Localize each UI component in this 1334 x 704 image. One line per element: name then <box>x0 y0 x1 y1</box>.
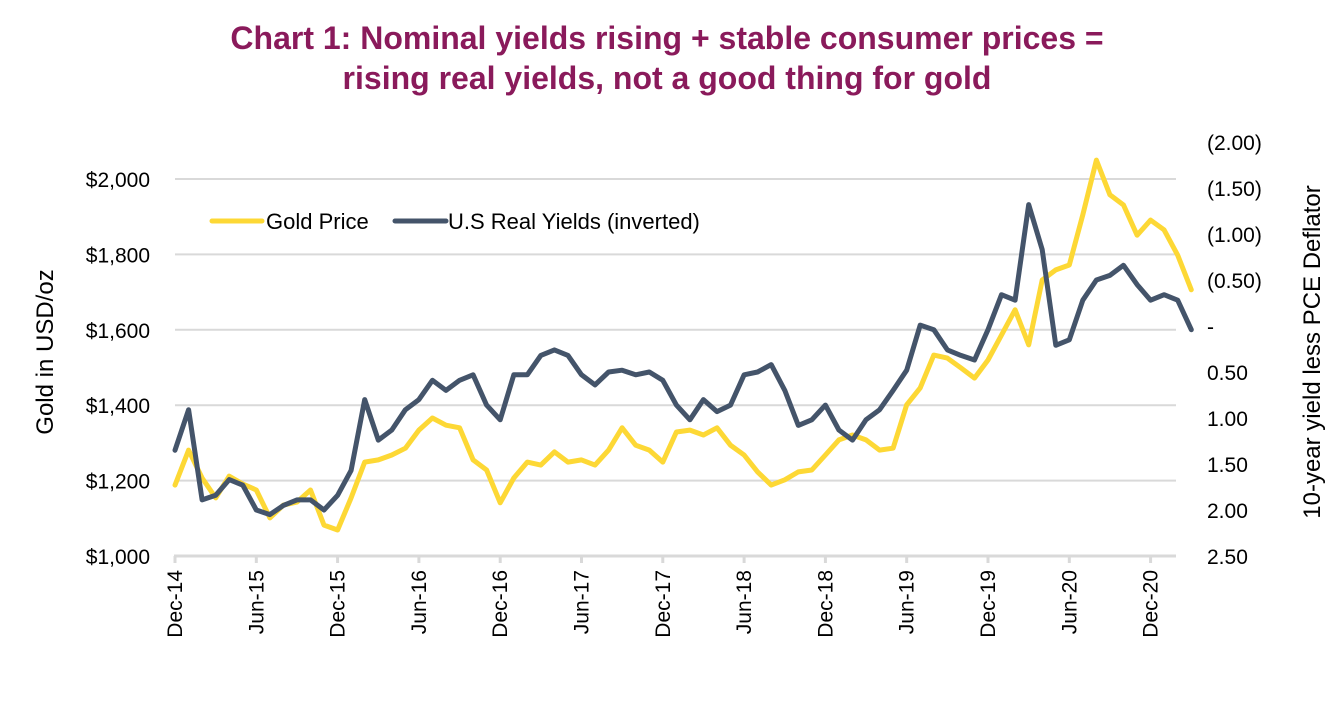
y-tick-label-right: 2.50 <box>1207 546 1248 569</box>
x-tick-label: Dec-14 <box>164 570 187 638</box>
y-tick-label-left: $1,600 <box>86 320 150 343</box>
x-tick-label: Jun-20 <box>1058 570 1081 634</box>
gridlines <box>175 178 1176 482</box>
legend-label-gold: Gold Price <box>266 209 369 234</box>
y-axis-left: $1,000 $1,200 $1,400 $1,600 $1,800 $2,000 <box>86 169 150 569</box>
series-line-real-yields <box>172 202 1194 518</box>
y-axis-right: (2.00) (1.50) (1.00) (0.50) - 0.50 1.00 1.50 2.0… <box>1207 132 1262 569</box>
legend-label-yields: U.S Real Yields (inverted) <box>448 209 700 234</box>
chart-title: Chart 1: Nominal yields rising + stable … <box>0 18 1334 98</box>
x-tick-label: Jun-16 <box>408 570 431 634</box>
y-tick-label-right: (1.00) <box>1207 224 1262 247</box>
y-axis-right-title: 10-year yield less PCE Deflator <box>1299 185 1326 518</box>
y-tick-label-right: - <box>1207 316 1214 339</box>
y-tick-label-right: (0.50) <box>1207 270 1262 293</box>
x-tick-label: Jun-19 <box>896 570 919 634</box>
y-tick-label-right: 1.00 <box>1207 408 1248 431</box>
legend: Gold Price U.S Real Yields (inverted) <box>209 209 700 234</box>
series-line-gold-price <box>172 157 1194 533</box>
x-axis: Dec-14 Jun-15 Dec-15 Jun-16 Dec-16 Jun-17 Dec-… <box>164 554 1176 638</box>
y-tick-label-right: 1.50 <box>1207 454 1248 477</box>
series-lines <box>172 157 1194 533</box>
y-tick-label-left: $1,000 <box>86 546 150 569</box>
chart-title-line-2: rising real yields, not a good thing for… <box>342 60 992 96</box>
y-tick-label-left: $1,200 <box>86 471 150 494</box>
y-tick-label-left: $2,000 <box>86 169 150 192</box>
x-tick-label: Jun-18 <box>733 570 756 634</box>
x-tick-label: Jun-15 <box>245 570 268 634</box>
x-tick-label: Dec-17 <box>652 570 675 638</box>
chart-title-line-1: Chart 1: Nominal yields rising + stable … <box>230 20 1104 56</box>
y-tick-label-right: 0.50 <box>1207 362 1248 385</box>
x-tick-label: Dec-20 <box>1140 570 1163 638</box>
y-tick-label-right: (2.00) <box>1207 132 1262 155</box>
x-tick-label: Dec-19 <box>977 570 1000 638</box>
y-axis-left-title: Gold in USD/oz <box>32 269 59 434</box>
y-tick-label-left: $1,800 <box>86 244 150 267</box>
x-tick-label: Dec-18 <box>814 570 837 638</box>
x-tick-label: Dec-15 <box>327 570 350 638</box>
y-tick-label-right: (1.50) <box>1207 178 1262 201</box>
x-tick-label: Dec-16 <box>489 570 512 638</box>
x-tick-label: Jun-17 <box>571 570 594 634</box>
y-tick-label-left: $1,400 <box>86 395 150 418</box>
y-tick-label-right: 2.00 <box>1207 500 1248 523</box>
